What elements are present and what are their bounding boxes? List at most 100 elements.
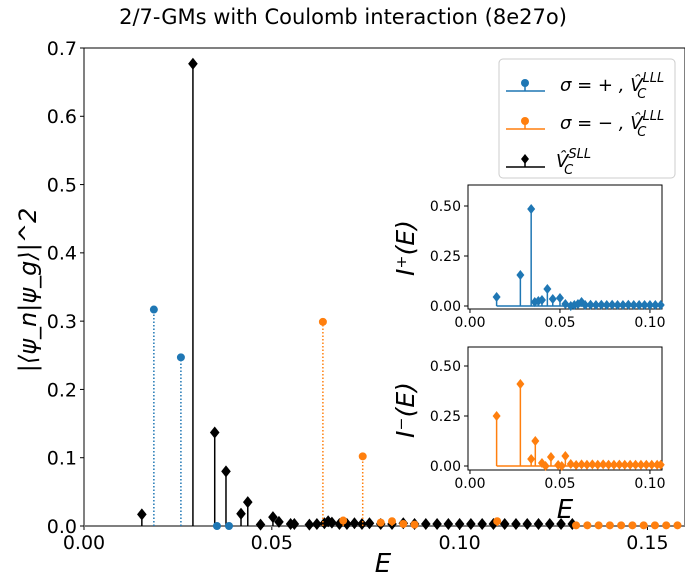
y-tick-label: 0.50 [430,199,461,215]
main-y-axis-label: |⟨ψ_n|ψ_g⟩|^2 [14,208,42,372]
data-point [376,518,385,527]
data-point [399,519,408,528]
y-tick-label: 0.00 [430,299,461,315]
data-point [583,521,592,530]
data-point [543,284,552,294]
data-point [224,522,233,530]
x-tick-label: 0.15 [626,532,668,554]
data-point [312,517,322,530]
legend-label-operator: V̂ [630,113,644,134]
data-point [602,300,611,310]
data-point [537,295,546,305]
data-point [318,317,327,326]
data-point [555,293,564,303]
data-point [410,520,419,529]
x-tick-label: 0.05 [251,532,293,554]
data-point [608,299,617,310]
y-tick-label: 0.6 [47,106,77,128]
data-point [588,459,597,470]
legend-label-sub: C [564,163,574,178]
data-point [582,459,591,470]
data-point [640,300,649,310]
y-tick-label: 0.0 [47,516,77,538]
axes-frame [467,184,663,310]
data-point [629,300,638,310]
data-point [319,517,330,530]
data-point [364,517,375,530]
data-point [188,57,198,70]
legend-frame [498,58,676,179]
data-point [557,461,566,471]
data-point [499,517,510,530]
data-point [572,521,581,530]
data-point [597,299,606,310]
chart-title: 2/7-GMs with Coulomb interaction (8e27o) [119,5,567,29]
data-point [527,204,536,214]
data-point [137,508,147,521]
data-point [593,459,602,470]
data-point [636,459,645,470]
inset-lower-y-axis-label: I⁻(E) [391,382,420,438]
data-point [454,517,465,530]
data-point [631,459,640,470]
data-point [546,452,555,462]
data-point [566,459,575,469]
data-point [561,451,570,461]
data-point [656,300,665,310]
series-0 [149,305,233,530]
legend-marker [521,154,529,164]
data-point [615,459,624,470]
data-point [516,379,525,389]
x-tick-label: 0.00 [63,532,105,554]
data-point [617,521,626,530]
inset-upper-y-axis-label: I⁺(E) [391,220,420,276]
data-point [544,517,555,530]
data-point [577,459,586,470]
x-tick-label: 0.10 [438,532,480,554]
data-point [548,294,557,304]
legend-label-prefix: σ = − , [560,113,630,134]
series-1 [318,317,682,530]
data-point [357,517,367,530]
data-point [274,515,284,528]
data-point [531,436,540,446]
legend-label-prefix: σ = + , [560,75,630,96]
data-point [635,300,644,310]
data-point [624,299,633,310]
data-point [443,517,454,530]
data-point [466,517,476,530]
data-point [327,516,337,529]
data-point [176,353,185,362]
inset-plot-data [492,204,665,311]
legend-label: V̂SLL C [556,147,591,178]
data-point [492,292,501,302]
y-tick-label: 0.50 [430,359,461,375]
legend-label-sub: C [637,125,647,140]
legend-label-sup: SLL [568,147,591,162]
data-point [221,465,231,478]
main-plot-data [84,57,685,531]
data-point [599,459,608,470]
data-point [620,459,629,470]
data-point [586,299,595,310]
data-point [628,521,637,530]
data-point [349,517,360,530]
data-point [334,517,345,530]
data-point [642,459,651,470]
data-point [212,522,221,530]
y-tick-label: 0.5 [47,174,77,196]
data-point [242,496,253,509]
data-point [591,300,600,310]
data-point [556,517,566,530]
data-point [673,521,682,530]
legend-label-operator: V̂ [630,75,644,96]
data-point [626,459,635,470]
data-point [511,517,521,530]
data-point [516,270,525,280]
inset-plot-data [492,379,665,471]
x-tick-label: 0.05 [544,315,575,331]
data-point [541,461,550,471]
legend-label-sup: LLL [643,109,665,124]
data-point [662,521,671,530]
data-point [656,459,665,470]
